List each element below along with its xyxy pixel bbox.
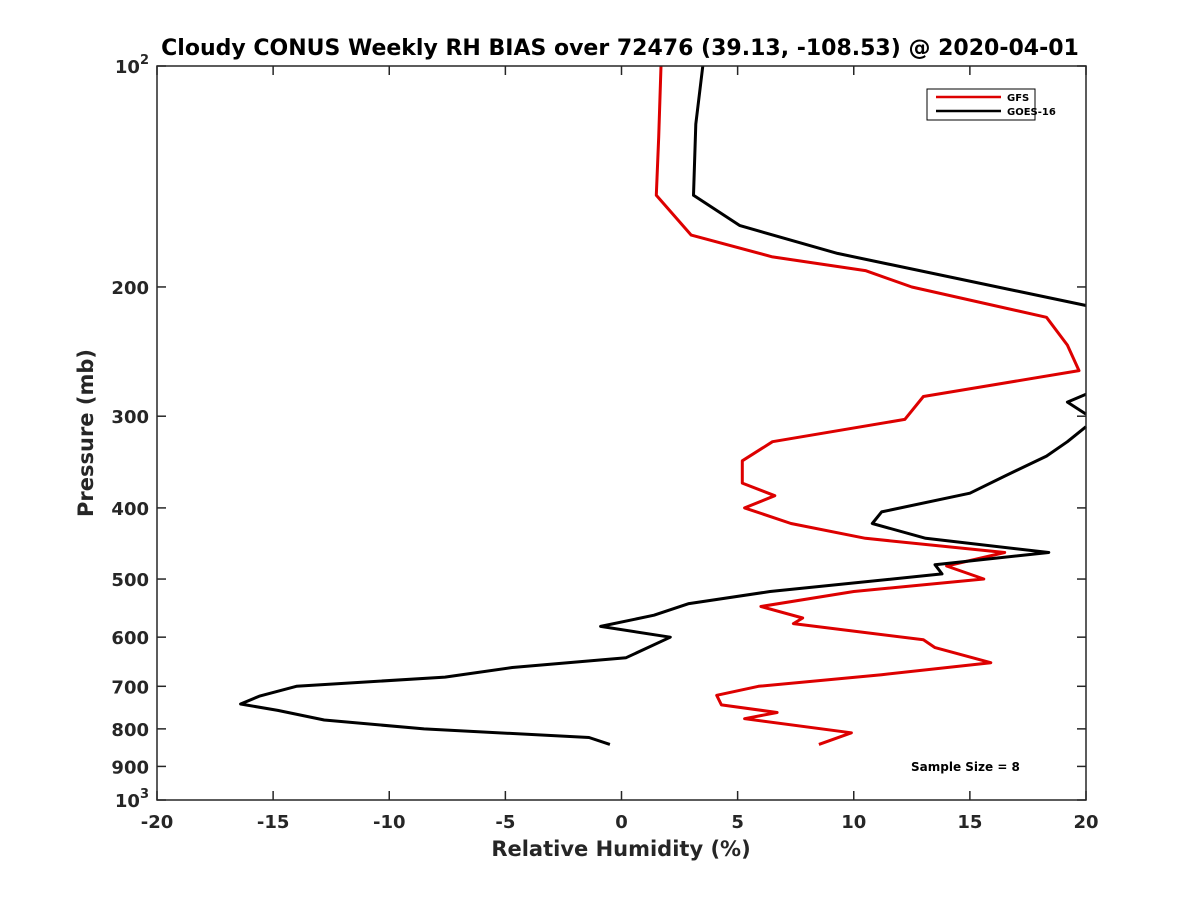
y-tick-label: 200	[111, 278, 149, 299]
x-tick-label: -20	[141, 812, 174, 833]
x-tick-label: -15	[257, 812, 290, 833]
y-tick-label: 400	[111, 499, 149, 520]
axes-frame	[156, 65, 1087, 801]
y-tick-label: 500	[111, 570, 149, 591]
x-tick-label: -10	[373, 812, 406, 833]
series-line-2	[1065, 392, 1087, 416]
x-tick-label: 15	[957, 812, 982, 833]
legend: GFS GOES-16	[926, 88, 1056, 121]
chart-title: Cloudy CONUS Weekly RH BIAS over 72476 (…	[161, 36, 1079, 61]
y-tick-label: 900	[111, 757, 149, 778]
y-tick-label: 600	[111, 628, 149, 649]
x-axis-ticks: -20 -15 -10 -5 0 5 10 15 20	[141, 66, 1099, 833]
x-tick-label: 0	[615, 812, 628, 833]
y-axis-label: Pressure (mb)	[74, 349, 98, 517]
x-tick-label: -5	[495, 812, 515, 833]
x-tick-label: 10	[841, 812, 866, 833]
series-line-3	[239, 425, 1087, 746]
x-axis-label: Relative Humidity (%)	[491, 837, 750, 861]
x-tick-label: 5	[731, 812, 744, 833]
legend-box	[926, 88, 1036, 121]
y-tick-label: 700	[111, 677, 149, 698]
series-line-0	[654, 65, 1081, 746]
y-axis-ticks: 102 200 300 400 500 600 700 800 900 103	[111, 53, 1086, 812]
sample-size-annotation: Sample Size = 8	[911, 760, 1020, 774]
plot-lines	[239, 65, 1087, 746]
y-tick-label: 103	[115, 787, 149, 812]
legend-label-goes16: GOES-16	[1007, 107, 1056, 118]
legend-label-gfs: GFS	[1007, 93, 1029, 104]
y-tick-label: 800	[111, 720, 149, 741]
y-tick-label: 300	[111, 407, 149, 428]
x-tick-label: 20	[1073, 812, 1098, 833]
series-line-1	[692, 65, 1087, 307]
y-tick-label: 102	[115, 53, 149, 78]
